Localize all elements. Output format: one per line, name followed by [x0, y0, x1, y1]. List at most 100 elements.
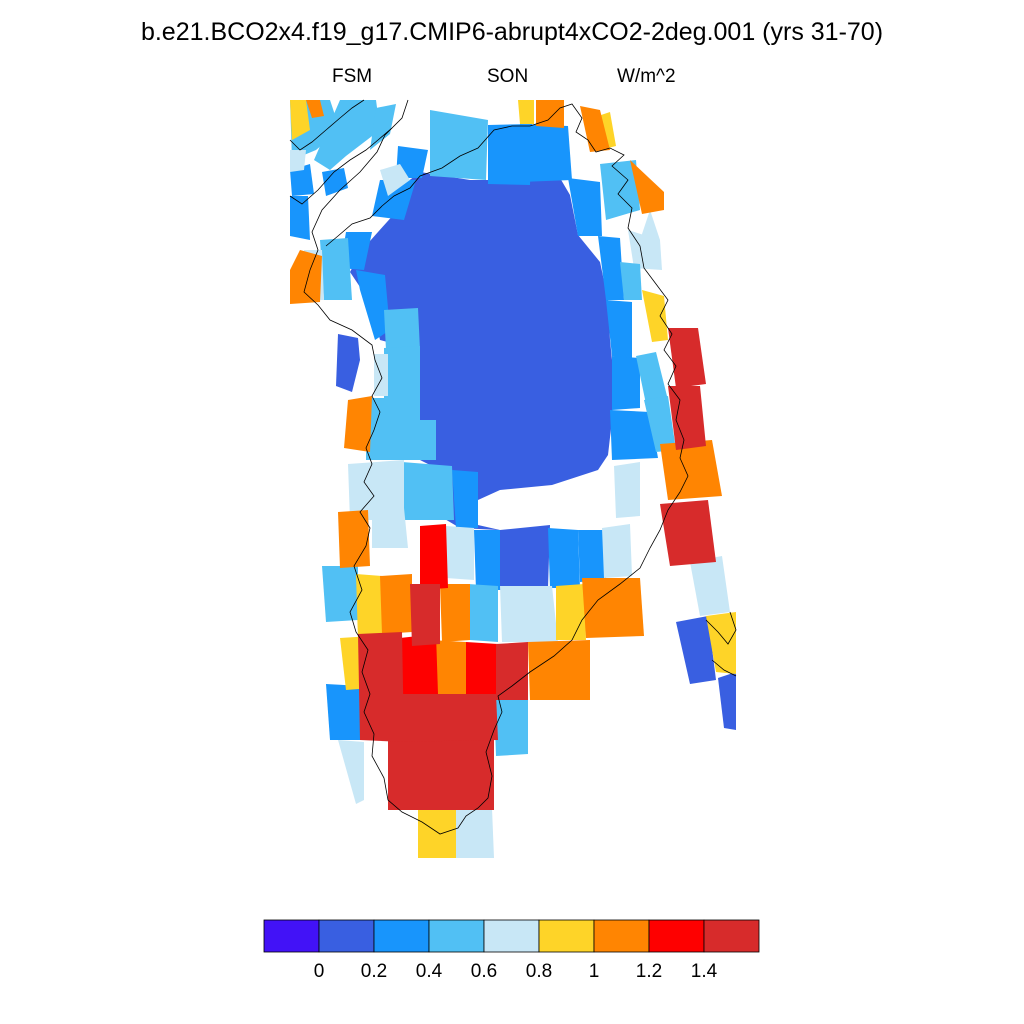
colorbar-tick-label: 0	[313, 961, 325, 982]
coastline-svalbard	[705, 611, 737, 677]
map-cell	[548, 528, 580, 588]
map-cell	[494, 696, 528, 756]
map-cell	[320, 238, 352, 300]
coastline-ellesmere-2	[289, 127, 393, 205]
map-cell	[350, 172, 614, 590]
colorbar-swatch	[318, 919, 375, 953]
map-cell	[338, 510, 370, 568]
map-cell	[388, 740, 494, 810]
map-cell	[410, 584, 440, 646]
map-cell	[612, 356, 640, 410]
colorbar-swatch	[593, 919, 650, 953]
map-field	[290, 100, 736, 858]
map-cell	[326, 684, 364, 740]
colorbar	[263, 919, 760, 953]
colorbar-swatch	[648, 919, 705, 953]
colorbar-swatch	[703, 919, 760, 953]
map-cell	[420, 524, 448, 590]
map-cell	[528, 640, 590, 700]
map-cell	[676, 616, 716, 684]
map-cell	[322, 168, 348, 196]
map-cell	[668, 386, 706, 450]
map-cell	[500, 586, 558, 642]
map-cell	[290, 100, 310, 140]
units-label: W/m^2	[617, 66, 676, 87]
map-cell	[640, 210, 660, 240]
map-cell	[582, 578, 644, 638]
map-cell	[578, 530, 606, 582]
map-cell	[610, 410, 658, 460]
colorbar-swatch	[373, 919, 430, 953]
map-cell	[446, 526, 474, 580]
map-cell	[602, 524, 632, 578]
map-cell	[372, 180, 416, 220]
map-cell	[390, 694, 498, 742]
map-cell	[336, 334, 360, 392]
colorbar-tick-label: 0.2	[360, 961, 388, 982]
map-cell	[468, 584, 498, 642]
coastline-ellesmere	[289, 99, 365, 151]
map-cell	[348, 460, 404, 520]
map-cell	[418, 810, 456, 858]
map-cell	[314, 100, 380, 170]
map-cell	[322, 566, 358, 622]
map-cell	[290, 150, 306, 172]
map-cell	[536, 100, 564, 128]
map-cell	[344, 396, 372, 452]
map-cell	[400, 634, 438, 694]
map-cell	[338, 740, 364, 804]
map-cell	[518, 100, 534, 124]
coastline-west	[303, 99, 689, 835]
map-cell	[430, 110, 488, 180]
colorbar-tick-label: 1.4	[690, 961, 718, 982]
coastline	[289, 99, 737, 835]
page-title: b.e21.BCO2x4.f19_g17.CMIP6-abrupt4xCO2-2…	[140, 18, 884, 46]
season-label: SON	[487, 66, 529, 87]
map-cell	[384, 308, 420, 350]
map-cell	[642, 290, 668, 342]
map-cell	[568, 178, 602, 236]
map-cell	[380, 574, 412, 634]
map-cell	[380, 164, 410, 196]
map-cell	[600, 160, 640, 220]
map-cell	[290, 250, 322, 304]
map-cell	[356, 574, 386, 640]
map-cell	[440, 584, 470, 642]
map-cell	[456, 808, 494, 858]
map-cell	[620, 262, 642, 300]
colorbar-swatch	[428, 919, 485, 953]
map-cell	[614, 462, 640, 518]
map-cell	[630, 160, 664, 214]
colorbar-swatch	[538, 919, 595, 953]
map-cell	[690, 556, 730, 616]
colorbar-swatch	[483, 919, 540, 953]
colorbar-tick-label: 0.4	[415, 961, 443, 982]
map-cell	[290, 164, 314, 196]
map-cell	[660, 500, 716, 566]
colorbar-tick-label: 0.8	[525, 961, 553, 982]
map-cell	[496, 642, 528, 700]
map-cell	[402, 462, 454, 520]
map-cell	[372, 508, 408, 548]
map-cell	[668, 328, 706, 388]
colorbar-swatch	[263, 919, 320, 953]
map-cell	[396, 146, 428, 178]
map-cell	[466, 642, 498, 700]
map-cell	[556, 584, 586, 640]
map-cell	[580, 106, 610, 152]
map-cell	[636, 352, 668, 404]
map-cell	[452, 470, 478, 528]
map-cell	[384, 420, 436, 460]
colorbar-tick-label: 1.2	[635, 961, 663, 982]
map-cell	[356, 270, 390, 340]
map-cell	[606, 300, 632, 360]
colorbar-tick-label: 0.6	[470, 961, 498, 982]
map-cell	[384, 346, 420, 420]
colorbar-tick-label: 1	[588, 961, 600, 982]
map-cell	[474, 530, 500, 590]
variable-label: FSM	[332, 66, 373, 87]
map-cell	[718, 672, 736, 730]
map-cell	[520, 124, 572, 182]
map-cell	[306, 100, 324, 118]
